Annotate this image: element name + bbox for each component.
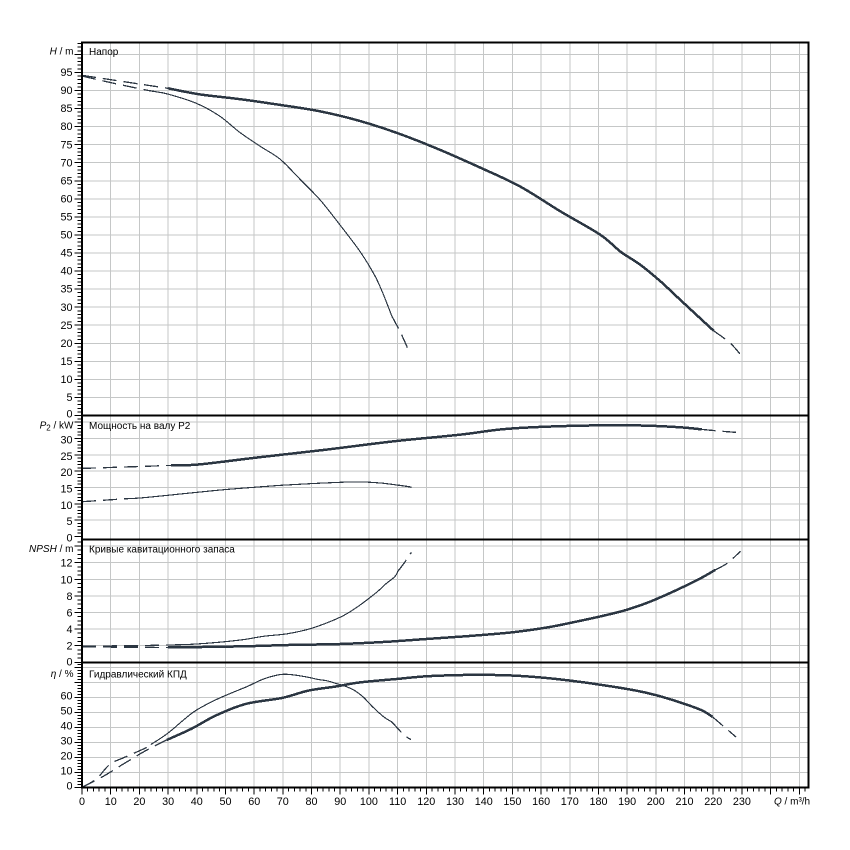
svg-text:50: 50 (60, 230, 72, 242)
svg-text:110: 110 (389, 796, 406, 808)
svg-text:10: 10 (60, 374, 72, 386)
svg-text:95: 95 (60, 67, 72, 79)
svg-text:70: 70 (277, 796, 289, 808)
svg-text:Напор: Напор (89, 47, 119, 58)
svg-text:180: 180 (589, 796, 607, 808)
svg-text:30: 30 (162, 796, 174, 808)
svg-text:15: 15 (60, 483, 72, 495)
svg-text:150: 150 (503, 796, 521, 808)
svg-text:Гидравлический КПД: Гидравлический КПД (89, 669, 187, 680)
svg-text:12: 12 (60, 558, 72, 570)
svg-text:85: 85 (60, 103, 72, 115)
svg-text:230: 230 (733, 796, 751, 808)
svg-text:35: 35 (60, 284, 72, 296)
svg-text:0: 0 (66, 657, 72, 669)
svg-text:5: 5 (66, 392, 72, 404)
svg-text:100: 100 (360, 796, 378, 808)
svg-text:30: 30 (60, 434, 72, 446)
svg-text:6: 6 (66, 608, 72, 620)
svg-text:0: 0 (66, 533, 72, 545)
svg-text:10: 10 (105, 796, 117, 808)
svg-text:70: 70 (60, 157, 72, 169)
svg-text:0: 0 (79, 796, 85, 808)
svg-text:10: 10 (60, 500, 72, 512)
svg-text:45: 45 (60, 248, 72, 260)
svg-text:140: 140 (475, 796, 493, 808)
svg-text:NPSH / m: NPSH / m (29, 544, 73, 555)
svg-text:25: 25 (60, 451, 72, 463)
svg-text:170: 170 (561, 796, 579, 808)
svg-text:Мощность на валу P2: Мощность на валу P2 (89, 421, 191, 432)
svg-text:10: 10 (60, 766, 72, 778)
svg-text:55: 55 (60, 212, 72, 224)
svg-text:210: 210 (675, 796, 693, 808)
svg-text:40: 40 (191, 796, 203, 808)
svg-text:20: 20 (60, 467, 72, 479)
svg-text:50: 50 (60, 706, 72, 718)
svg-text:20: 20 (60, 751, 72, 763)
svg-text:65: 65 (60, 175, 72, 187)
svg-text:120: 120 (417, 796, 435, 808)
svg-text:0: 0 (66, 409, 72, 421)
svg-text:15: 15 (60, 356, 72, 368)
svg-text:80: 80 (60, 121, 72, 133)
svg-text:50: 50 (219, 796, 231, 808)
svg-text:8: 8 (66, 591, 72, 603)
svg-text:30: 30 (60, 736, 72, 748)
svg-text:25: 25 (60, 320, 72, 332)
svg-text:80: 80 (305, 796, 317, 808)
svg-text:10: 10 (60, 574, 72, 586)
svg-text:130: 130 (446, 796, 464, 808)
svg-text:60: 60 (60, 691, 72, 703)
svg-text:4: 4 (66, 624, 72, 636)
svg-text:20: 20 (60, 338, 72, 350)
svg-text:Q / m³/h: Q / m³/h (774, 797, 810, 808)
svg-text:P2 / kW: P2 / kW (40, 420, 74, 432)
svg-text:60: 60 (60, 193, 72, 205)
svg-text:90: 90 (334, 796, 346, 808)
svg-text:160: 160 (532, 796, 550, 808)
svg-text:30: 30 (60, 302, 72, 314)
svg-text:90: 90 (60, 85, 72, 97)
svg-text:0: 0 (66, 780, 72, 792)
svg-text:2: 2 (66, 641, 72, 653)
svg-text:190: 190 (618, 796, 636, 808)
svg-text:40: 40 (60, 721, 72, 733)
svg-text:20: 20 (133, 796, 145, 808)
svg-text:220: 220 (704, 796, 722, 808)
svg-text:200: 200 (647, 796, 665, 808)
svg-text:75: 75 (60, 139, 72, 151)
svg-text:η / %: η / % (51, 669, 74, 680)
svg-text:5: 5 (66, 516, 72, 528)
svg-text:60: 60 (248, 796, 260, 808)
svg-text:40: 40 (60, 266, 72, 278)
svg-text:Кривые кавитационного запаса: Кривые кавитационного запаса (89, 544, 235, 555)
svg-text:H / m: H / m (50, 47, 74, 58)
